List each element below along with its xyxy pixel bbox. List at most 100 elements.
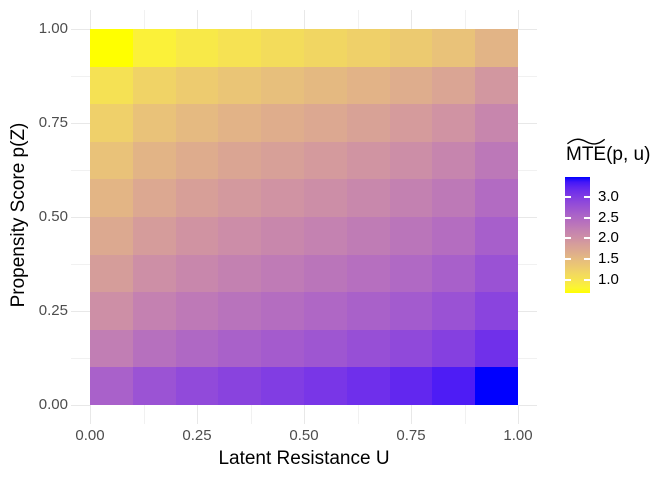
legend-title-base: MTE bbox=[566, 144, 607, 165]
heatmap-tile bbox=[132, 217, 177, 256]
heatmap-tile bbox=[261, 329, 305, 368]
heatmap-tile bbox=[175, 179, 219, 218]
grid-minor-y bbox=[518, 358, 537, 359]
heatmap-tile bbox=[218, 179, 262, 218]
heatmap-tile bbox=[346, 292, 391, 331]
heatmap-tile bbox=[432, 141, 476, 180]
heatmap-tile bbox=[346, 29, 391, 68]
heatmap-tile bbox=[389, 141, 433, 180]
heatmap-tile bbox=[432, 104, 476, 143]
heatmap-tile bbox=[389, 179, 433, 218]
heatmap-tile bbox=[389, 367, 433, 405]
heatmap-tile bbox=[304, 367, 348, 405]
grid-minor-y bbox=[71, 264, 90, 265]
heatmap-tile bbox=[475, 66, 518, 105]
heatmap-tile bbox=[389, 29, 433, 68]
y-axis-title: Propensity Score p(Z) bbox=[8, 122, 29, 308]
grid-minor-x bbox=[143, 10, 145, 29]
x-axis-title: Latent Resistance U bbox=[218, 448, 390, 469]
grid-major-x bbox=[90, 405, 91, 424]
x-tick-label: 1.00 bbox=[503, 427, 533, 444]
heatmap-tile bbox=[175, 329, 219, 368]
grid-minor-y bbox=[71, 76, 90, 77]
heatmap-tile bbox=[90, 367, 134, 405]
x-tick-label: 0.25 bbox=[182, 427, 212, 444]
heatmap-tile bbox=[175, 292, 219, 331]
x-tick-label: 0.75 bbox=[396, 427, 426, 444]
heatmap-tile bbox=[346, 254, 391, 293]
legend-tick-mark bbox=[565, 196, 571, 199]
heatmap-tile bbox=[304, 254, 348, 293]
heatmap-tile bbox=[346, 367, 391, 405]
grid-major-y bbox=[518, 311, 537, 312]
legend-title-args: (p, u) bbox=[606, 144, 651, 165]
heatmap-tile bbox=[261, 29, 305, 68]
heatmap-tile bbox=[90, 292, 134, 331]
heatmap-tile bbox=[346, 217, 391, 256]
legend-tick-mark bbox=[584, 278, 590, 281]
heatmap-tile bbox=[218, 292, 262, 331]
heatmap-tile bbox=[218, 367, 262, 405]
y-tick-label: 1.00 bbox=[38, 20, 68, 37]
grid-major-x bbox=[197, 10, 198, 29]
heatmap-tile bbox=[304, 29, 348, 68]
heatmap-tile bbox=[475, 367, 518, 405]
heatmap-tile bbox=[218, 217, 262, 256]
heatmap-tile bbox=[90, 329, 134, 368]
heatmap-tile bbox=[132, 104, 177, 143]
y-tick-label: 0.75 bbox=[38, 114, 68, 131]
heatmap-tile bbox=[132, 292, 177, 331]
heatmap-tile bbox=[175, 104, 219, 143]
heatmap-tile bbox=[90, 66, 134, 105]
heatmap-tile bbox=[90, 29, 134, 68]
heatmap-tile bbox=[432, 292, 476, 331]
widetilde-accent-icon bbox=[567, 138, 605, 145]
heatmap-tile bbox=[132, 254, 177, 293]
heatmap-tile bbox=[475, 29, 518, 68]
legend-title: MTE(p, u) bbox=[566, 138, 651, 166]
heatmap-tile bbox=[261, 367, 305, 405]
grid-minor-y bbox=[518, 76, 537, 77]
heatmap-tile bbox=[432, 329, 476, 368]
heatmap-tile bbox=[346, 329, 391, 368]
heatmap-tile bbox=[432, 367, 476, 405]
grid-minor-y bbox=[518, 170, 537, 171]
heatmap-tile bbox=[90, 217, 134, 256]
heatmap-tile bbox=[132, 179, 177, 218]
heatmap-tile bbox=[475, 141, 518, 180]
grid-minor-x bbox=[250, 10, 252, 29]
grid-major-x bbox=[304, 405, 305, 424]
heatmap-tile bbox=[175, 29, 219, 68]
heatmap-tile bbox=[261, 217, 305, 256]
heatmap-tile bbox=[475, 179, 518, 218]
heatmap-tile bbox=[475, 217, 518, 256]
heatmap-tile bbox=[346, 66, 391, 105]
heatmap-tile bbox=[346, 141, 391, 180]
grid-major-x bbox=[411, 405, 412, 424]
heatmap-tile bbox=[432, 254, 476, 293]
heatmap-tile bbox=[389, 104, 433, 143]
legend-tick-mark bbox=[565, 216, 571, 219]
legend-tick-label: 2.5 bbox=[598, 208, 619, 226]
heatmap-tile bbox=[175, 217, 219, 256]
heatmap-tile bbox=[432, 179, 476, 218]
grid-major-x bbox=[197, 405, 198, 424]
heatmap-tile bbox=[304, 217, 348, 256]
heatmap-tile bbox=[90, 179, 134, 218]
heatmap-tile bbox=[346, 104, 391, 143]
heatmap-tile bbox=[132, 329, 177, 368]
heatmap-tile bbox=[475, 292, 518, 331]
grid-major-y bbox=[518, 405, 537, 406]
heatmap-tile bbox=[261, 254, 305, 293]
grid-minor-y bbox=[518, 264, 537, 265]
heatmap-tile bbox=[132, 29, 177, 68]
heatmap-tile bbox=[389, 217, 433, 256]
heatmap-tile bbox=[218, 104, 262, 143]
heatmap-tile bbox=[304, 141, 348, 180]
heatmap-tile bbox=[218, 29, 262, 68]
heatmap-tile bbox=[90, 141, 134, 180]
heatmap-tile bbox=[304, 292, 348, 331]
grid-minor-x bbox=[464, 405, 466, 424]
grid-minor-x bbox=[357, 10, 359, 29]
x-tick-label: 0.00 bbox=[75, 427, 105, 444]
